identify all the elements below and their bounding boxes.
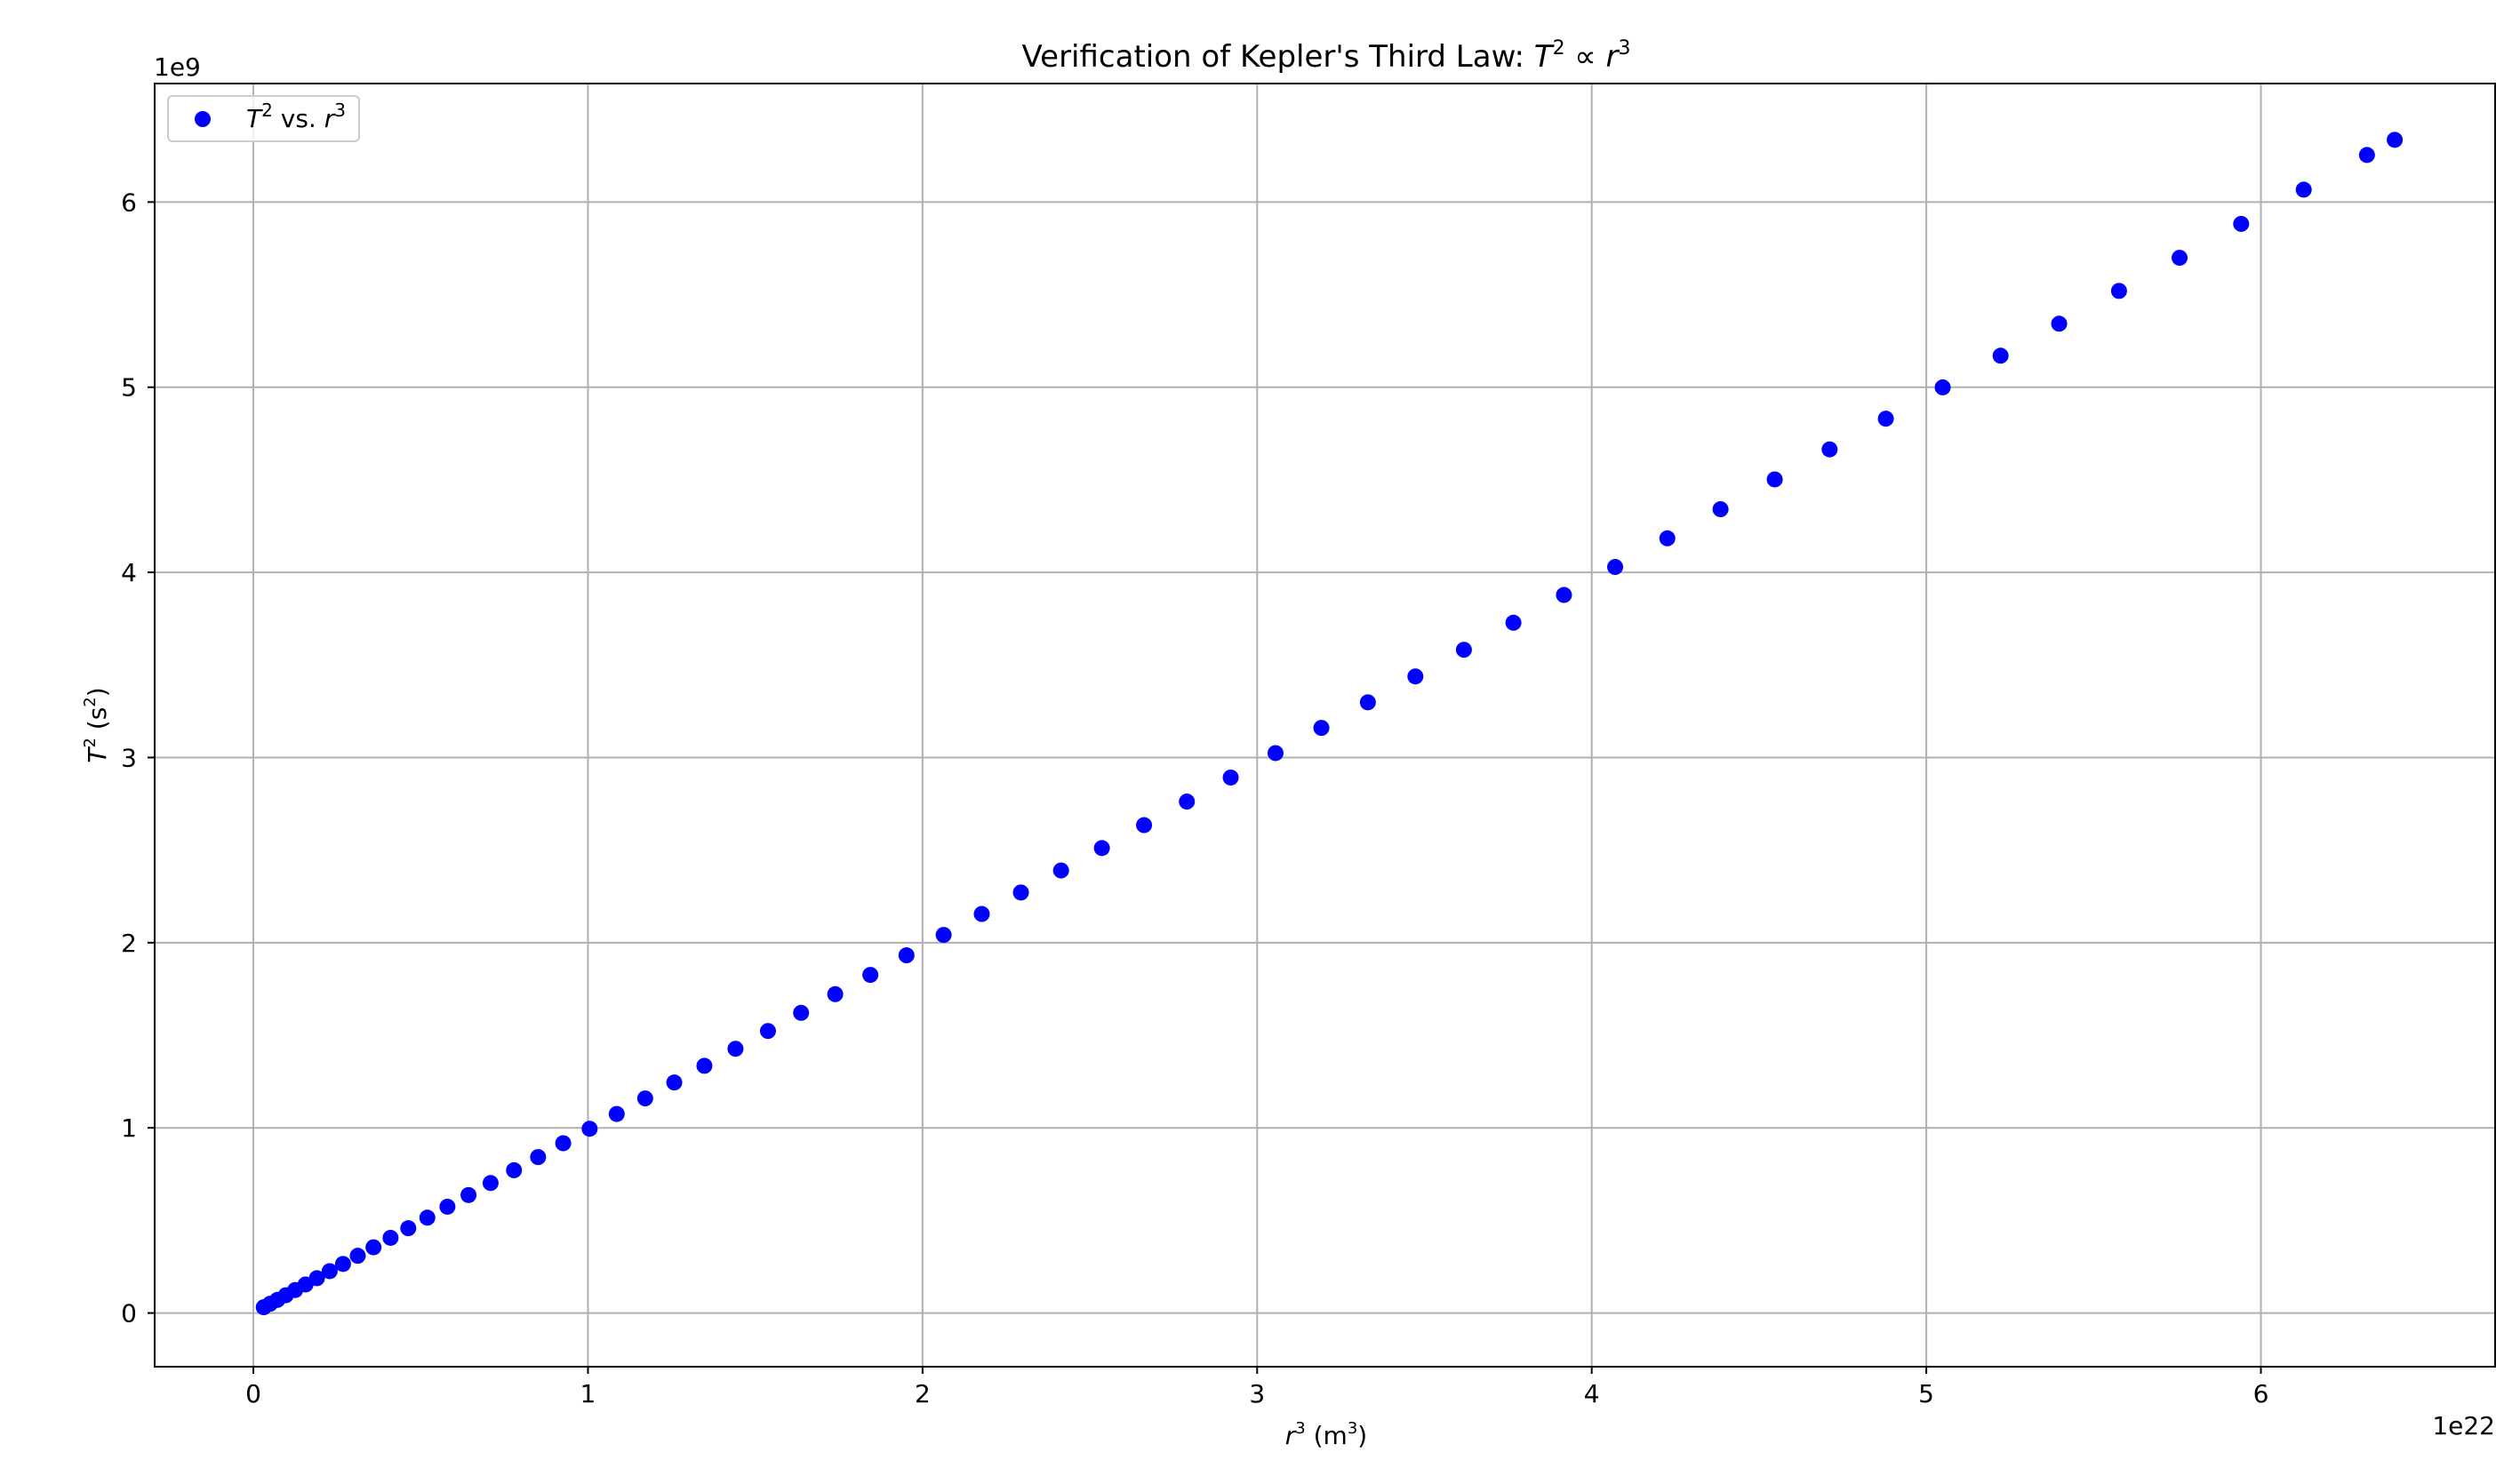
data-point — [382, 1229, 399, 1246]
data-point — [2051, 315, 2068, 332]
plot-frame — [154, 83, 2496, 1368]
data-point — [862, 967, 879, 984]
grid — [155, 84, 2495, 1367]
data-point — [1607, 559, 1624, 576]
data-point — [793, 1004, 810, 1021]
x-tick-label: 5 — [1918, 1379, 1934, 1408]
data-point — [1407, 668, 1424, 685]
data-point — [482, 1175, 499, 1192]
data-point — [1821, 441, 1838, 458]
data-point — [898, 947, 915, 964]
data-point — [1934, 379, 1951, 395]
data-point — [1455, 642, 1472, 658]
legend: T2 vs. r3 — [167, 95, 360, 142]
data-point — [935, 927, 952, 944]
x-tick-label: 1 — [580, 1379, 596, 1408]
data-point — [555, 1135, 572, 1152]
data-point — [581, 1121, 598, 1137]
x-tick-label: 6 — [2253, 1379, 2269, 1408]
data-point — [1136, 817, 1153, 834]
y-tick-label: 0 — [121, 1299, 137, 1328]
data-point — [530, 1149, 547, 1166]
x-axis-title: r3 (m3) — [1285, 1419, 1367, 1450]
data-point — [2172, 250, 2188, 267]
data-point — [308, 1270, 325, 1287]
data-point — [1877, 411, 1894, 427]
data-point — [2110, 283, 2127, 299]
data-point — [1659, 530, 1676, 547]
x-tick-label: 0 — [245, 1379, 261, 1408]
chart-title: Verification of Kepler's Third Law: T2 ∝… — [1022, 37, 1631, 75]
data-point — [727, 1041, 744, 1057]
legend-box — [167, 95, 360, 142]
data-point — [973, 906, 990, 922]
data-point — [365, 1239, 382, 1256]
x-tick-label: 3 — [1249, 1379, 1265, 1408]
data-point — [1992, 347, 2009, 364]
legend-marker — [195, 111, 211, 127]
data-point — [1267, 745, 1284, 762]
ticks: 0 1 2 3 4 5 6 0 1 2 3 4 5 6 — [121, 187, 2268, 1408]
data-point — [400, 1220, 417, 1237]
data-point — [1052, 862, 1069, 879]
data-point — [439, 1198, 456, 1215]
data-point — [827, 985, 844, 1002]
data-point — [759, 1023, 776, 1040]
data-point — [2387, 132, 2404, 148]
data-point — [666, 1074, 683, 1091]
data-point — [2295, 181, 2312, 198]
data-point — [1222, 769, 1239, 786]
data-point — [636, 1090, 653, 1107]
data-point — [460, 1186, 477, 1203]
data-point — [1313, 720, 1330, 737]
y-tick-label: 6 — [121, 187, 137, 217]
legend-entry-label: T2 vs. r3 — [246, 100, 346, 133]
y-tick-label: 3 — [121, 743, 137, 772]
data-point — [1012, 884, 1029, 901]
scatter-series — [255, 132, 2404, 1316]
data-point — [321, 1263, 338, 1280]
y-offset-label: 1e9 — [154, 52, 201, 82]
y-tick-label: 4 — [121, 558, 137, 587]
y-tick-label: 2 — [121, 929, 137, 958]
y-tick-label: 1 — [121, 1113, 137, 1143]
x-tick-label: 2 — [915, 1379, 931, 1408]
y-tick-label: 5 — [121, 373, 137, 403]
data-point — [1712, 501, 1729, 518]
data-point — [1766, 471, 1783, 488]
y-axis-title: T2 (s2) — [81, 687, 112, 762]
data-point — [419, 1209, 436, 1226]
data-point — [696, 1057, 713, 1074]
data-point — [1359, 694, 1376, 711]
data-point — [1556, 586, 1572, 603]
data-point — [334, 1256, 351, 1273]
data-point — [2358, 147, 2375, 164]
data-point — [2233, 215, 2250, 232]
data-point — [1179, 794, 1196, 810]
data-point — [506, 1161, 523, 1178]
data-point — [349, 1248, 366, 1265]
data-point — [1505, 614, 1522, 631]
data-point — [608, 1105, 625, 1122]
x-offset-label: 1e22 — [2432, 1411, 2495, 1440]
data-point — [1093, 840, 1110, 857]
x-tick-label: 4 — [1584, 1379, 1600, 1408]
